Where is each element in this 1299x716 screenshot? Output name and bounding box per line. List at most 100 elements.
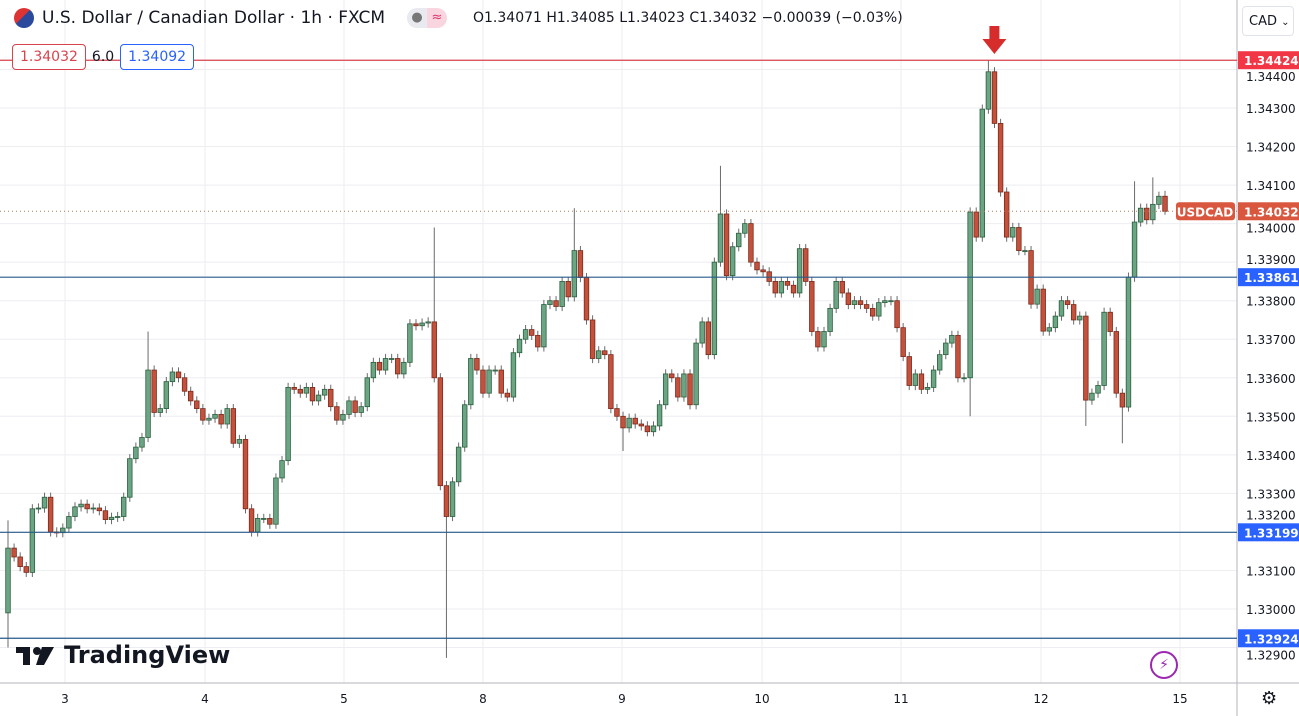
candle-up [1131,221,1138,278]
candle-down [973,211,979,238]
candle-down [1070,304,1077,321]
candle-up [468,358,474,406]
candle-down [230,408,237,444]
candle-down [772,281,778,294]
candle-down [11,547,17,558]
candle-up [912,373,919,386]
candle-up [1156,195,1162,205]
candle-down [181,377,188,392]
candle-up [1101,311,1107,386]
price-tick-label: 1.34300 [1246,102,1296,116]
candle-up [346,400,352,415]
candle-down [309,387,316,402]
price-tick-label: 1.33900 [1246,253,1296,267]
candle-down [23,566,29,573]
candle-down [669,373,675,379]
candle-up [145,369,151,438]
buy-button[interactable]: 1.34092 [120,44,195,70]
candle-up [961,377,967,380]
candle-down [242,439,249,510]
price-tick-label: 1.33300 [1246,487,1296,501]
last-price-badge [1238,202,1299,221]
candle-up [796,248,803,294]
candle-up [1052,315,1059,329]
price-tick-label: 1.34200 [1246,141,1296,155]
candle-up [139,437,145,448]
candle-up [729,246,736,277]
candle-down [1040,288,1046,332]
candle-down [839,281,845,294]
candle-up [1058,300,1065,317]
candle-down [334,406,340,421]
candle-up [303,387,310,394]
price-level-label: 1.33199 [1244,526,1299,540]
candle-down [187,390,194,402]
candle-down [47,496,54,533]
candle-up [717,213,724,263]
candle-up [358,406,364,413]
candle-down [84,503,90,510]
candle-up [522,329,529,340]
price-level-label: 1.34424 [1244,54,1299,68]
chevron-down-icon: ⌄ [1281,17,1290,28]
time-tick-label: 11 [893,692,908,706]
candle-up [29,508,36,573]
settings-gear-icon[interactable]: ⚙ [1261,688,1278,709]
candle-up [407,323,413,363]
candle-up [419,322,425,327]
candle-up [662,373,669,406]
candle-up [212,413,218,419]
currency-dropdown[interactable]: CAD ⌄ [1242,6,1294,36]
candle-up [108,516,115,520]
chart-header: U.S. Dollar / Canadian Dollar · 1h · FXC… [14,8,903,28]
market-status-icon: ● [407,8,427,28]
candle-up [492,369,498,372]
candle-up [930,369,937,388]
candle-up [114,516,121,518]
candle-up [157,408,163,413]
indicator-toggle[interactable]: ● ≈ [407,8,447,28]
candle-up [693,342,699,406]
candle-up [821,331,827,348]
down-arrow-icon [982,39,1007,54]
candle-up [41,496,48,509]
candle-down [997,123,1004,193]
candle-up [943,342,949,356]
candle-up [449,481,456,517]
price-tick-label: 1.33100 [1246,564,1296,578]
sell-button[interactable]: 1.34032 [12,44,86,70]
candle-down [194,400,200,409]
candle-down [845,292,852,305]
symbol-title[interactable]: U.S. Dollar / Canadian Dollar · 1h · FXC… [42,8,385,28]
candle-up [888,300,894,303]
candle-down [431,321,437,379]
candle-up [1077,315,1083,321]
price-tick-label: 1.33600 [1246,372,1296,386]
candle-up [1089,392,1095,401]
candle-up [650,425,657,433]
candle-down [608,354,614,409]
spread-value: 6.0 [91,49,115,65]
symbol-badge [1176,202,1235,221]
candle-up [163,381,170,409]
trade-panel: 1.34032 6.0 1.34092 [12,44,195,70]
candle-up [388,358,395,360]
candle-up [595,350,602,359]
candle-down [790,284,797,294]
candle-up [559,281,565,307]
candle-down [151,369,157,413]
candle-up [827,307,833,332]
candle-up [78,503,84,508]
candle-down [553,300,559,307]
ohlc-readout: O1.34071 H1.34085 L1.34023 C1.34032 −0.0… [473,10,903,26]
candle-up [1022,250,1028,252]
candle-up [425,321,431,324]
candle-down [589,319,596,359]
candle-up [949,334,955,344]
lightning-icon[interactable]: ⚡ [1150,651,1178,679]
candle-up [236,439,243,444]
usd-cad-flag-icon [14,8,34,28]
candle-up [364,377,370,408]
candle-down [565,281,571,298]
